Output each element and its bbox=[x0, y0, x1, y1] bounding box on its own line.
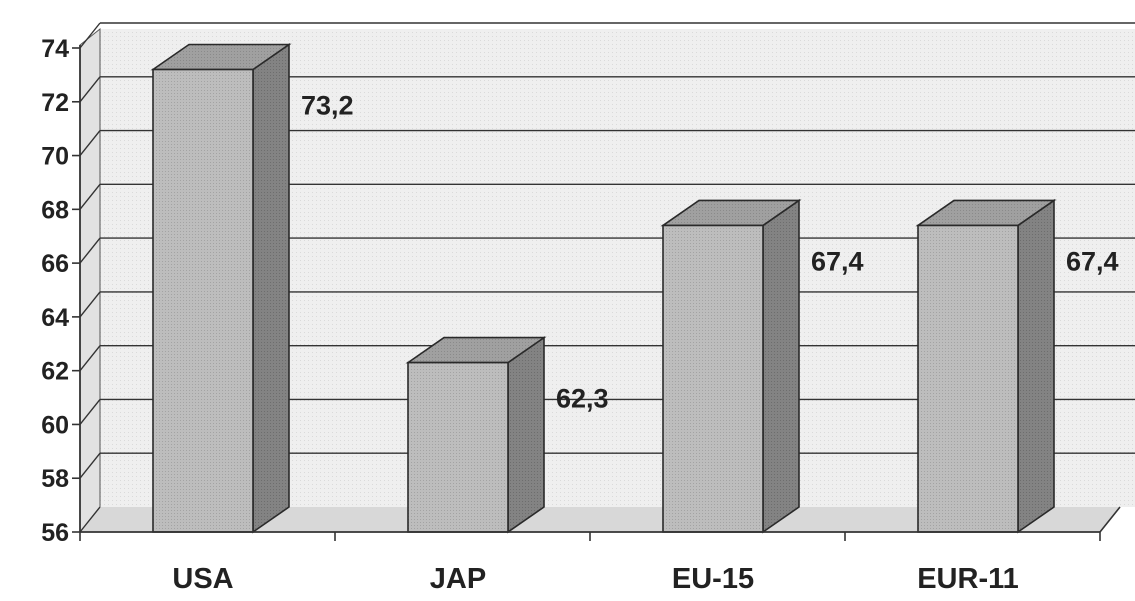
bar-side-face bbox=[762, 198, 800, 534]
y-tick-label: 74 bbox=[41, 35, 69, 63]
data-label: 73,2 bbox=[301, 91, 354, 121]
bar-front-face bbox=[662, 224, 764, 533]
gridline-diagonal bbox=[79, 22, 101, 49]
gridline-diagonal bbox=[79, 237, 101, 264]
bar-jap bbox=[405, 336, 547, 534]
y-axis: 56 58 60 62 64 66 68 70 72 74 bbox=[41, 35, 81, 547]
gridline-diagonal bbox=[79, 76, 101, 103]
x-tick-label: EU-15 bbox=[672, 563, 754, 595]
bar-front-face bbox=[917, 224, 1019, 533]
bar-front-face bbox=[152, 68, 254, 533]
bar-eu-15 bbox=[660, 198, 802, 534]
chart-floor bbox=[80, 507, 1120, 532]
gridline-diagonal bbox=[79, 183, 101, 210]
y-tick-label: 68 bbox=[41, 196, 69, 224]
y-tick-label: 56 bbox=[41, 519, 69, 547]
bar-usa bbox=[150, 42, 292, 534]
gridline-diagonal bbox=[79, 506, 101, 533]
back-wall bbox=[100, 29, 1135, 507]
gridline-diagonal bbox=[79, 291, 101, 318]
bar-eur-11 bbox=[915, 198, 1057, 534]
y-tick-label: 62 bbox=[41, 358, 69, 386]
bar-side-face bbox=[507, 336, 545, 534]
gridline-diagonal bbox=[79, 345, 101, 372]
y-tick-label: 60 bbox=[41, 411, 69, 439]
gridline-diagonal bbox=[79, 130, 101, 156]
data-label: 67,4 bbox=[1066, 246, 1119, 276]
y-tick-label: 58 bbox=[41, 465, 69, 493]
y-tick-label: 64 bbox=[41, 304, 69, 332]
data-labels: 73,2 62,3 67,4 67,4 bbox=[301, 91, 1119, 414]
x-tick-label: USA bbox=[172, 563, 233, 595]
x-tick-label: EUR-11 bbox=[917, 563, 1019, 595]
data-label: 67,4 bbox=[811, 246, 864, 276]
plot-background bbox=[79, 27, 1135, 534]
data-label: 62,3 bbox=[556, 384, 609, 414]
bar-front-face bbox=[407, 361, 509, 533]
x-tick-label: JAP bbox=[430, 563, 486, 595]
gridline-diagonal bbox=[79, 399, 101, 425]
gridline-diagonal bbox=[79, 452, 101, 479]
y-tick-label: 70 bbox=[41, 143, 69, 171]
bar-side-face bbox=[252, 42, 290, 534]
y-tick-label: 66 bbox=[41, 250, 69, 278]
bar-side-face bbox=[1017, 198, 1055, 534]
y-tick-label: 72 bbox=[41, 89, 69, 117]
x-axis-end-diagonal bbox=[1099, 506, 1121, 533]
x-axis: USA JAP EU-15 EUR-11 bbox=[79, 506, 1121, 595]
